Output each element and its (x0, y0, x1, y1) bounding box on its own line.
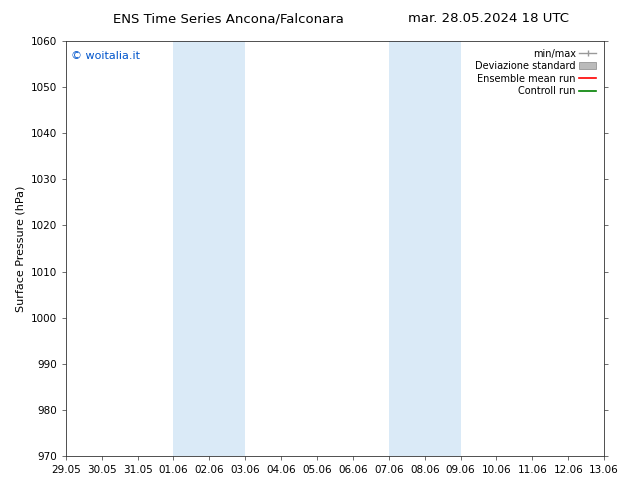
Text: © woitalia.it: © woitalia.it (71, 51, 140, 61)
Text: ENS Time Series Ancona/Falconara: ENS Time Series Ancona/Falconara (113, 12, 344, 25)
Legend: min/max, Deviazione standard, Ensemble mean run, Controll run: min/max, Deviazione standard, Ensemble m… (472, 46, 599, 99)
Text: mar. 28.05.2024 18 UTC: mar. 28.05.2024 18 UTC (408, 12, 569, 25)
Y-axis label: Surface Pressure (hPa): Surface Pressure (hPa) (15, 185, 25, 312)
Bar (174, 41, 245, 456)
Bar (389, 41, 460, 456)
